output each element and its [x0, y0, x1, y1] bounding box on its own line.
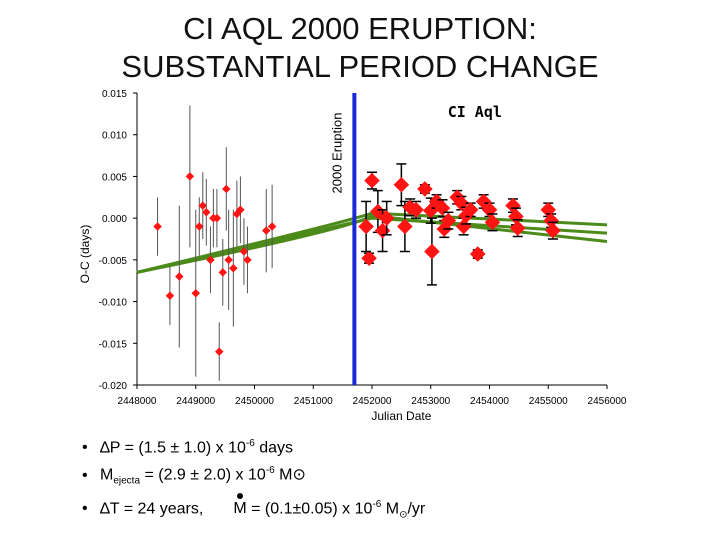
- y-axis-label: O-C (days): [78, 225, 92, 284]
- title-line-2: SUBSTANTIAL PERIOD CHANGE: [121, 49, 599, 84]
- x-tick-label: 2454000: [470, 396, 509, 407]
- chart-title: CI Aql: [448, 103, 502, 121]
- data-point: [469, 246, 486, 262]
- x-tick-label: 2452000: [353, 396, 392, 407]
- data-point: [175, 272, 184, 281]
- y-tick-label: 0.015: [102, 89, 127, 100]
- data-point: [540, 202, 557, 218]
- data-point: [215, 347, 224, 356]
- fit-curve: [136, 211, 608, 274]
- data-point: [267, 222, 277, 231]
- data-point: [393, 176, 410, 193]
- data-point: [243, 255, 252, 265]
- data-point: [378, 210, 395, 226]
- x-axis-label: Julian Date: [371, 409, 431, 423]
- y-tick-label: 0.000: [102, 214, 127, 225]
- data-point: [505, 197, 521, 214]
- y-tick-label: -0.020: [99, 381, 128, 392]
- x-tick-label: 2456000: [588, 396, 627, 407]
- data-point: [462, 202, 479, 218]
- data-point: [545, 222, 561, 239]
- eruption-label: 2000 Eruption: [329, 113, 344, 194]
- bullet-marker: •: [82, 500, 88, 518]
- y-tick-label: 0.005: [102, 172, 127, 183]
- data-point: [262, 226, 271, 235]
- data-point: [229, 263, 238, 273]
- bullet-period-change: • ∆P = (1.5 ± 1.0) x 10-6 days: [82, 432, 425, 459]
- bullet-mass-transfer: • ∆T = 24 years, M = (0.1±0.05) x 10-6 M⊙/…: [82, 493, 426, 521]
- x-tick-label: 2449000: [176, 396, 215, 407]
- data-point: [153, 222, 162, 231]
- data-point: [202, 208, 211, 217]
- title-line-1: CI AQL 2000 ERUPTION:: [183, 11, 537, 46]
- data-point: [417, 181, 433, 197]
- y-tick-label: -0.005: [99, 256, 128, 267]
- summary-bullets: • ∆P = (1.5 ± 1.0) x 10-6 days • Mejecta =…: [82, 432, 425, 526]
- x-tick-label: 2450000: [235, 396, 274, 407]
- x-tick-label: 2448000: [118, 396, 157, 407]
- data-point: [218, 268, 228, 277]
- data-point: [361, 250, 377, 266]
- x-tick-label: 2455000: [529, 396, 568, 407]
- data-point: [185, 172, 195, 181]
- bullet-ejecta-mass: • Mejecta = (2.9 ± 2.0) x 10-6 M⊙: [82, 465, 306, 487]
- data-point: [424, 243, 440, 260]
- data-point: [206, 255, 215, 265]
- mdot-symbol: M: [233, 493, 247, 520]
- sun-symbol: ⊙: [399, 509, 408, 521]
- data-point: [484, 214, 501, 231]
- data-point: [408, 202, 424, 218]
- data-point: [222, 184, 231, 194]
- data-point: [198, 201, 208, 210]
- data-point: [165, 291, 175, 300]
- x-tick-label: 2453000: [411, 396, 450, 407]
- fit-curve: [136, 214, 608, 274]
- data-point: [212, 213, 222, 223]
- data-point: [509, 220, 526, 236]
- data-point: [455, 218, 472, 235]
- data-point: [236, 205, 245, 215]
- data-point: [397, 218, 413, 235]
- x-tick-label: 2451000: [294, 396, 333, 407]
- data-point: [191, 288, 200, 298]
- sun-symbol: ⊙: [292, 466, 306, 484]
- y-tick-label: -0.015: [99, 339, 128, 350]
- bullet-marker: •: [82, 439, 88, 457]
- data-point: [543, 212, 559, 229]
- y-tick-label: -0.010: [99, 298, 128, 309]
- data-point: [440, 212, 457, 229]
- bullet-marker: •: [82, 466, 88, 484]
- data-point: [195, 222, 204, 231]
- data-point: [239, 247, 249, 256]
- data-point: [358, 218, 374, 235]
- data-point: [364, 172, 380, 189]
- y-tick-label: 0.010: [102, 131, 127, 142]
- data-point: [224, 255, 233, 265]
